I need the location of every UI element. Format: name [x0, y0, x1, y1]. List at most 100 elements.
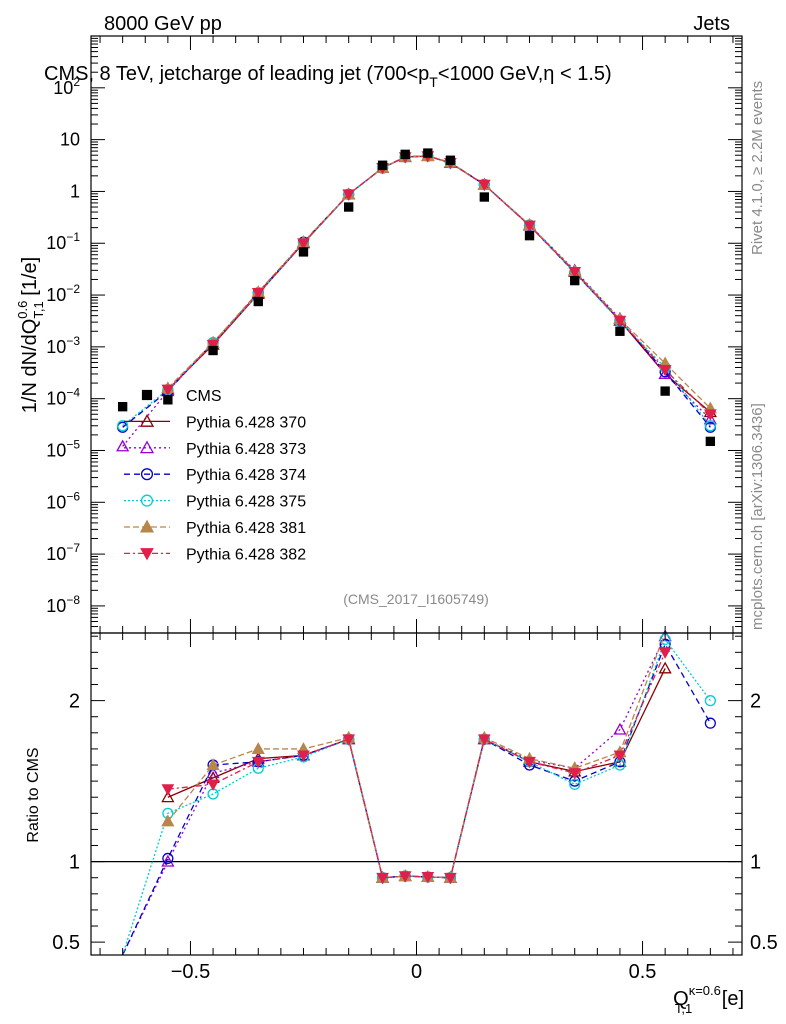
ratio-series-2 — [122, 638, 716, 956]
ratio-5-point-1 — [206, 779, 220, 791]
plot-title-main: CMS, 8 TeV, jetcharge of leading jet (70… — [44, 63, 429, 85]
series-1-point-14 — [658, 367, 672, 380]
ratio-2-point-15 — [704, 717, 716, 729]
ratio-line-1 — [122, 635, 666, 956]
ratio-0-point-13 — [658, 661, 672, 674]
data-point-12 — [570, 275, 580, 286]
y-tick-base: 10 — [60, 130, 80, 150]
ratio-tick-label-left: 0.5 — [52, 932, 80, 954]
legend-marker — [139, 519, 155, 533]
series-0 — [161, 149, 717, 418]
y-tick-label: 10−5 — [46, 437, 80, 460]
y-tick-exponent: 2 — [73, 75, 80, 89]
data-point-11 — [524, 230, 535, 241]
series-line-3 — [122, 155, 711, 427]
y-tick-base: 10 — [46, 440, 66, 460]
data-point-5 — [344, 202, 354, 212]
legend-marker — [139, 414, 155, 427]
series-line-5 — [167, 155, 711, 415]
legend-entry: Pythia 6.428 382 — [124, 546, 306, 563]
x-axis-label-sup: κ=0.6 — [689, 983, 721, 998]
data-series — [117, 148, 716, 447]
ratio-y-axis: 0.5 0.5 1 1 2 2 — [52, 635, 778, 954]
y-tick-base: 10 — [46, 544, 66, 564]
series-5-point-11 — [568, 266, 582, 279]
ratio-5-point-7 — [421, 872, 435, 884]
x-axis: −0.5 0 0.5 — [99, 36, 734, 983]
legend-label: Pythia 6.428 374 — [186, 467, 306, 484]
series-1 — [116, 149, 717, 452]
y-tick-exponent: −3 — [66, 334, 80, 348]
analysis-id-label: (CMS_2017_I1605749) — [343, 591, 489, 607]
series-4 — [161, 149, 717, 414]
data-point-13 — [615, 326, 625, 336]
mcplots-label: mcplots.cern.ch [arXiv:1306.3436] — [749, 403, 766, 630]
data-point-8 — [423, 148, 433, 158]
legend-entry: Pythia 6.428 370 — [124, 414, 306, 431]
series-5-point-0 — [161, 384, 175, 397]
y-tick-label: 10−1 — [46, 230, 80, 253]
data-point-9 — [445, 155, 456, 165]
series-1-point-0 — [116, 439, 130, 452]
ratio-tick-label-right: 1 — [750, 852, 761, 874]
ratio-1-point-13 — [613, 722, 627, 735]
y-tick-exponent: −2 — [66, 282, 80, 296]
x-axis-label-unit: [e] — [716, 988, 744, 1010]
plot-title: CMS, 8 TeV, jetcharge of leading jet (70… — [44, 63, 612, 90]
x-axis-label-main: Q — [673, 988, 689, 1010]
data-point-7 — [400, 149, 410, 160]
legend-entry: Pythia 6.428 374 — [124, 467, 306, 484]
y-axis-label-main: 1/N dN/dQ — [19, 319, 41, 413]
series-5-point-2 — [251, 288, 265, 300]
series-5 — [161, 151, 717, 421]
data-point-4 — [298, 247, 309, 257]
ratio-5-point-6 — [398, 871, 412, 883]
ratio-5-point-13 — [658, 647, 672, 659]
ratio-5-point-3 — [297, 750, 310, 762]
ratio-panel: 0.5 0.5 1 1 2 2 −0.5 0 0.5 — [52, 36, 778, 983]
ratio-line-5 — [167, 652, 666, 879]
y-tick-base: 1 — [70, 181, 80, 201]
y-tick-label: 10−6 — [46, 489, 80, 512]
ratio-line-0 — [167, 668, 666, 879]
x-axis-label-sub: T,1 — [675, 1001, 692, 1016]
ratio-5-point-9 — [477, 734, 491, 746]
data-point-3 — [253, 296, 263, 307]
legend-marker — [139, 440, 155, 454]
y-tick-label: 1 — [70, 181, 80, 201]
y-tick-base: 10 — [46, 492, 66, 512]
series-line-0 — [167, 155, 711, 413]
data-point-1 — [163, 395, 173, 405]
ratio-tick-label-right: 0.5 — [750, 932, 778, 954]
x-tick-label: −0.5 — [171, 961, 210, 983]
y-axis-label-sup: 0.6 — [15, 301, 30, 319]
ratio-5-point-10 — [523, 756, 536, 769]
y-tick-exponent: −1 — [66, 230, 80, 244]
ratio-series-1 — [122, 629, 672, 956]
legend: CMS Pythia 6.428 370 Pythia 6.428 373 Pythi… — [124, 388, 306, 563]
data-point-10 — [479, 192, 489, 202]
ratio-1-point-2 — [206, 766, 220, 779]
ratio-4-point-1 — [206, 758, 220, 771]
series-5-point-1 — [206, 339, 220, 352]
y-tick-base: 10 — [46, 233, 66, 253]
legend-marker — [140, 468, 154, 481]
energy-label: 8000 GeV pp — [104, 13, 222, 35]
y-tick-exponent: −8 — [66, 593, 80, 607]
series-5-point-13 — [658, 364, 672, 377]
ratio-line-2 — [122, 642, 711, 956]
ratio-line-3 — [122, 638, 711, 956]
y-tick-base: 10 — [53, 78, 73, 98]
y-tick-base: 10 — [46, 596, 66, 616]
legend-label: CMS — [186, 388, 222, 405]
ratio-series-5 — [161, 647, 672, 885]
data-point-0 — [117, 402, 128, 412]
ratio-5-point-11 — [568, 768, 582, 780]
data-point-14 — [660, 386, 670, 396]
legend-label: Pythia 6.428 381 — [186, 520, 306, 537]
y-tick-label: 10 — [60, 130, 80, 150]
series-5-point-14 — [704, 409, 717, 421]
ratio-3-point-15 — [704, 695, 716, 707]
